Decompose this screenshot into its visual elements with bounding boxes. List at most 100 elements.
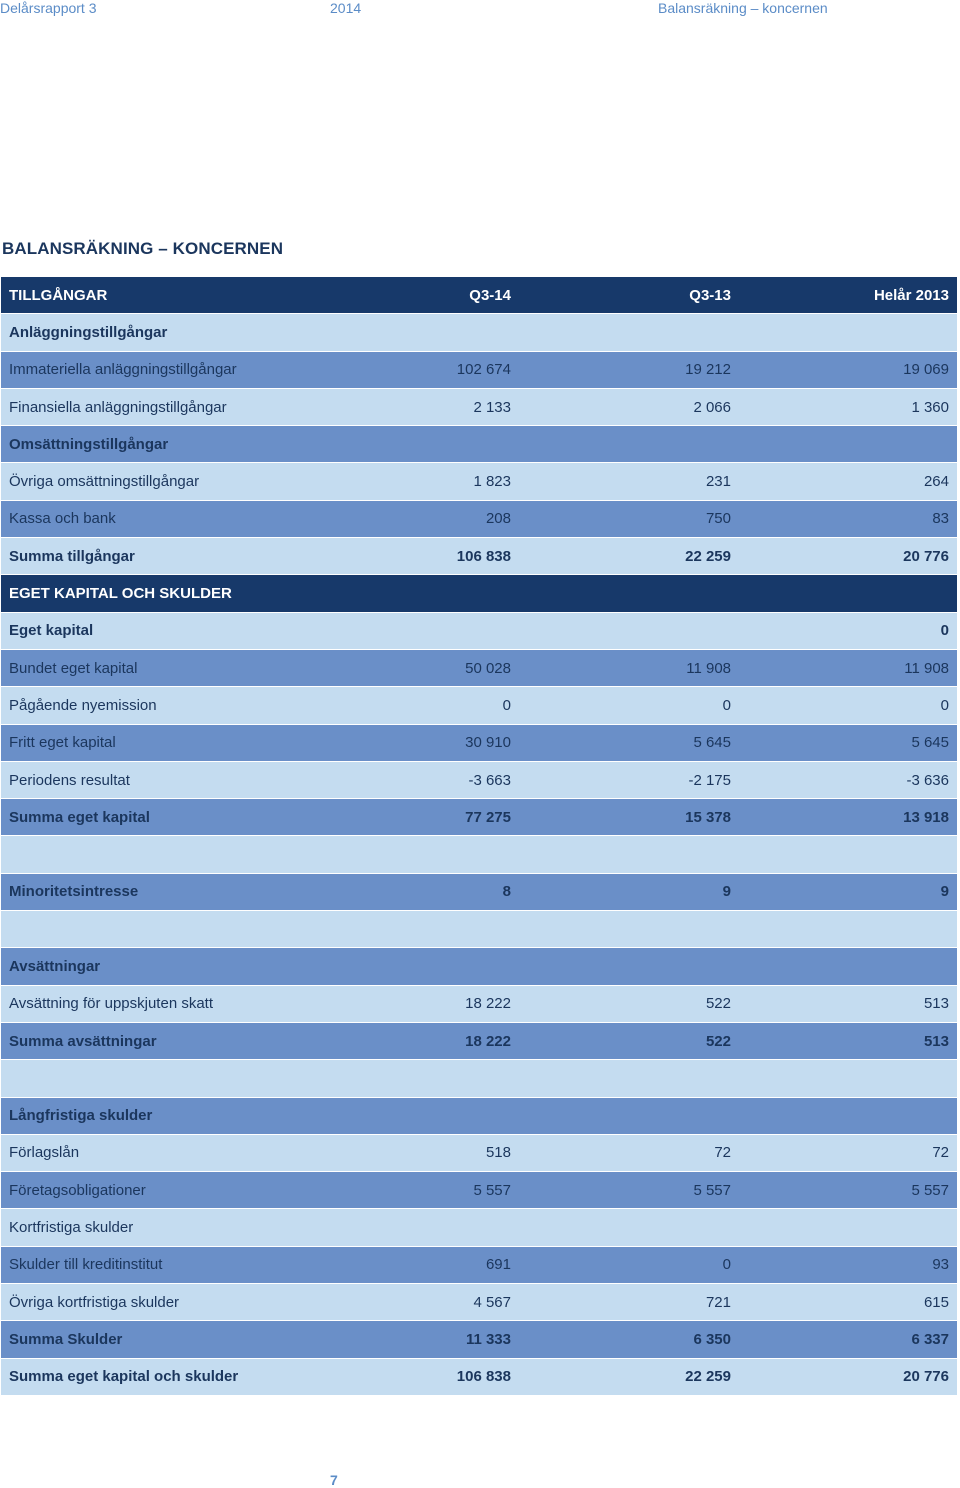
cell-q3-13: 5 645 [693,734,731,752]
row-label: Summa avsättningar [9,1032,157,1050]
cell-q3-13: 5 557 [693,1181,731,1199]
cell-q3-14: 5 557 [473,1181,511,1199]
cell-q3-14: 691 [485,1256,511,1274]
row-label: Periodens resultat [9,771,130,789]
cell-helar-2013: 9 [940,883,949,901]
cell-q3-14: -3 663 [468,771,511,789]
row-label: Fritt eget kapital [9,734,116,752]
row-label: Avsättningar [9,957,101,975]
table-row [1,836,957,874]
row-label: Kortfristiga skulder [9,1219,134,1237]
table-row: Omsättningstillgångar [1,426,957,464]
table-row: Finansiella anläggningstillgångar 2 133 2 … [1,388,957,427]
cell-q3-14: 4 567 [473,1293,511,1311]
cell-q3-14: 208 [485,510,511,528]
table-row: Summa eget kapital 77 275 15 378 13 918 [1,799,957,837]
row-label: Förlagslån [9,1144,80,1162]
row-label: Skulder till kreditinstitut [9,1256,163,1274]
cell-q3-14: 0 [502,696,511,714]
cell-helar-2013: 13 918 [903,808,949,826]
table-row: Immateriella anläggningstillgångar 102 67… [1,351,957,389]
cell-helar-2013: 72 [932,1144,949,1162]
table-row: Eget kapital 0 [1,612,957,650]
table-row: Övriga kortfristiga skulder 4 567 721 615 [1,1284,957,1322]
cell-helar-2013: 264 [923,473,949,491]
cell-helar-2013: Helår 2013 [873,286,949,304]
table-row: Periodens resultat -3 663 -2 175 -3 636 [1,761,957,800]
cell-q3-13: 9 [722,883,731,901]
cell-q3-13: 522 [705,995,731,1013]
row-label: Kassa och bank [9,510,116,528]
page-number: 7 [330,1472,338,1488]
table-row [1,911,957,949]
row-label: Långfristiga skulder [9,1107,153,1125]
row-label: Immateriella anläggningstillgångar [9,361,237,379]
cell-helar-2013: 1 360 [911,398,949,416]
row-label: Finansiella anläggningstillgångar [9,398,227,416]
table-row: Summa tillgångar 106 838 22 259 20 776 [1,538,957,576]
cell-q3-14: 30 910 [465,734,511,752]
table-row [1,1060,957,1098]
cell-helar-2013: 20 776 [903,1368,949,1386]
cell-q3-13: 721 [705,1293,731,1311]
cell-q3-13: 15 378 [685,808,731,826]
row-label: TILLGÅNGAR [9,286,108,304]
table-row: Kassa och bank 208 750 83 [1,500,957,539]
row-label: Övriga kortfristiga skulder [9,1293,180,1311]
table-row: Bundet eget kapital 50 028 11 908 11 908 [1,649,957,688]
table-row: Avsättningar [1,948,957,986]
page-title: BALANSRÄKNING – KONCERNEN [2,239,284,258]
cell-q3-14: 1 823 [473,473,511,491]
row-label: Pågående nyemission [9,696,157,714]
cell-helar-2013: 0 [940,696,949,714]
cell-helar-2013: 5 557 [911,1181,949,1199]
page-header: Delårsrapport 3 2014 Balansräkning – kon… [0,0,960,16]
table-row: Övriga omsättningstillgångar 1 823 231 264 [1,463,957,501]
cell-helar-2013: 19 069 [903,361,949,379]
cell-helar-2013: 93 [932,1256,949,1274]
cell-q3-13: 2 066 [693,398,731,416]
table-row: Summa avsättningar 18 222 522 513 [1,1022,957,1061]
cell-q3-13: 0 [722,696,731,714]
table-row: Avsättning för uppskjuten skatt 18 222 522… [1,985,957,1023]
cell-q3-13: 0 [722,1256,731,1274]
cell-q3-13: -2 175 [688,771,731,789]
cell-q3-13: Q3-13 [689,286,731,304]
table-row: Långfristiga skulder [1,1097,957,1135]
cell-helar-2013: 615 [923,1293,949,1311]
row-label: Summa eget kapital [9,808,150,826]
table-section-header: EGET KAPITAL OCH SKULDER [1,575,957,613]
row-label: Summa tillgångar [9,547,135,565]
table-row: Fritt eget kapital 30 910 5 645 5 645 [1,724,957,762]
row-label: Summa eget kapital och skulder [9,1368,239,1386]
row-label: Minoritetsintresse [9,883,139,901]
table-row: Kortfristiga skulder [1,1209,957,1247]
row-label: Bundet eget kapital [9,659,138,677]
report-name: Delårsrapport 3 [0,0,97,16]
row-label: Eget kapital [9,622,94,640]
cell-q3-14: 18 222 [465,995,511,1013]
row-label: Övriga omsättningstillgångar [9,473,200,491]
row-label: Företagsobligationer [9,1181,146,1199]
table-row: Förlagslån 518 72 72 [1,1134,957,1173]
cell-q3-13: 750 [705,510,731,528]
cell-q3-13: 6 350 [693,1330,731,1348]
cell-helar-2013: 20 776 [903,547,949,565]
table-row: Anläggningstillgångar [1,314,957,352]
balance-sheet-table: TILLGÅNGAR Q3-14 Q3-13 Helår 2013 Anläggning… [1,277,957,1396]
cell-helar-2013: 5 645 [911,734,949,752]
row-label: Avsättning för uppskjuten skatt [9,995,214,1013]
cell-helar-2013: 11 908 [904,659,949,677]
row-label: Summa Skulder [9,1330,123,1348]
row-label: Omsättningstillgångar [9,435,169,453]
table-row: Skulder till kreditinstitut 691 0 93 [1,1246,957,1285]
cell-q3-13: 22 259 [685,547,731,565]
cell-q3-13: 522 [705,1032,731,1050]
cell-q3-13: 22 259 [685,1368,731,1386]
cell-helar-2013: 513 [923,995,949,1013]
cell-q3-14: 518 [485,1144,511,1162]
row-label: EGET KAPITAL OCH SKULDER [9,585,232,603]
cell-q3-14: 77 275 [465,808,511,826]
cell-q3-14: 102 674 [456,361,511,379]
table-row: Summa Skulder 11 333 6 350 6 337 [1,1321,957,1359]
